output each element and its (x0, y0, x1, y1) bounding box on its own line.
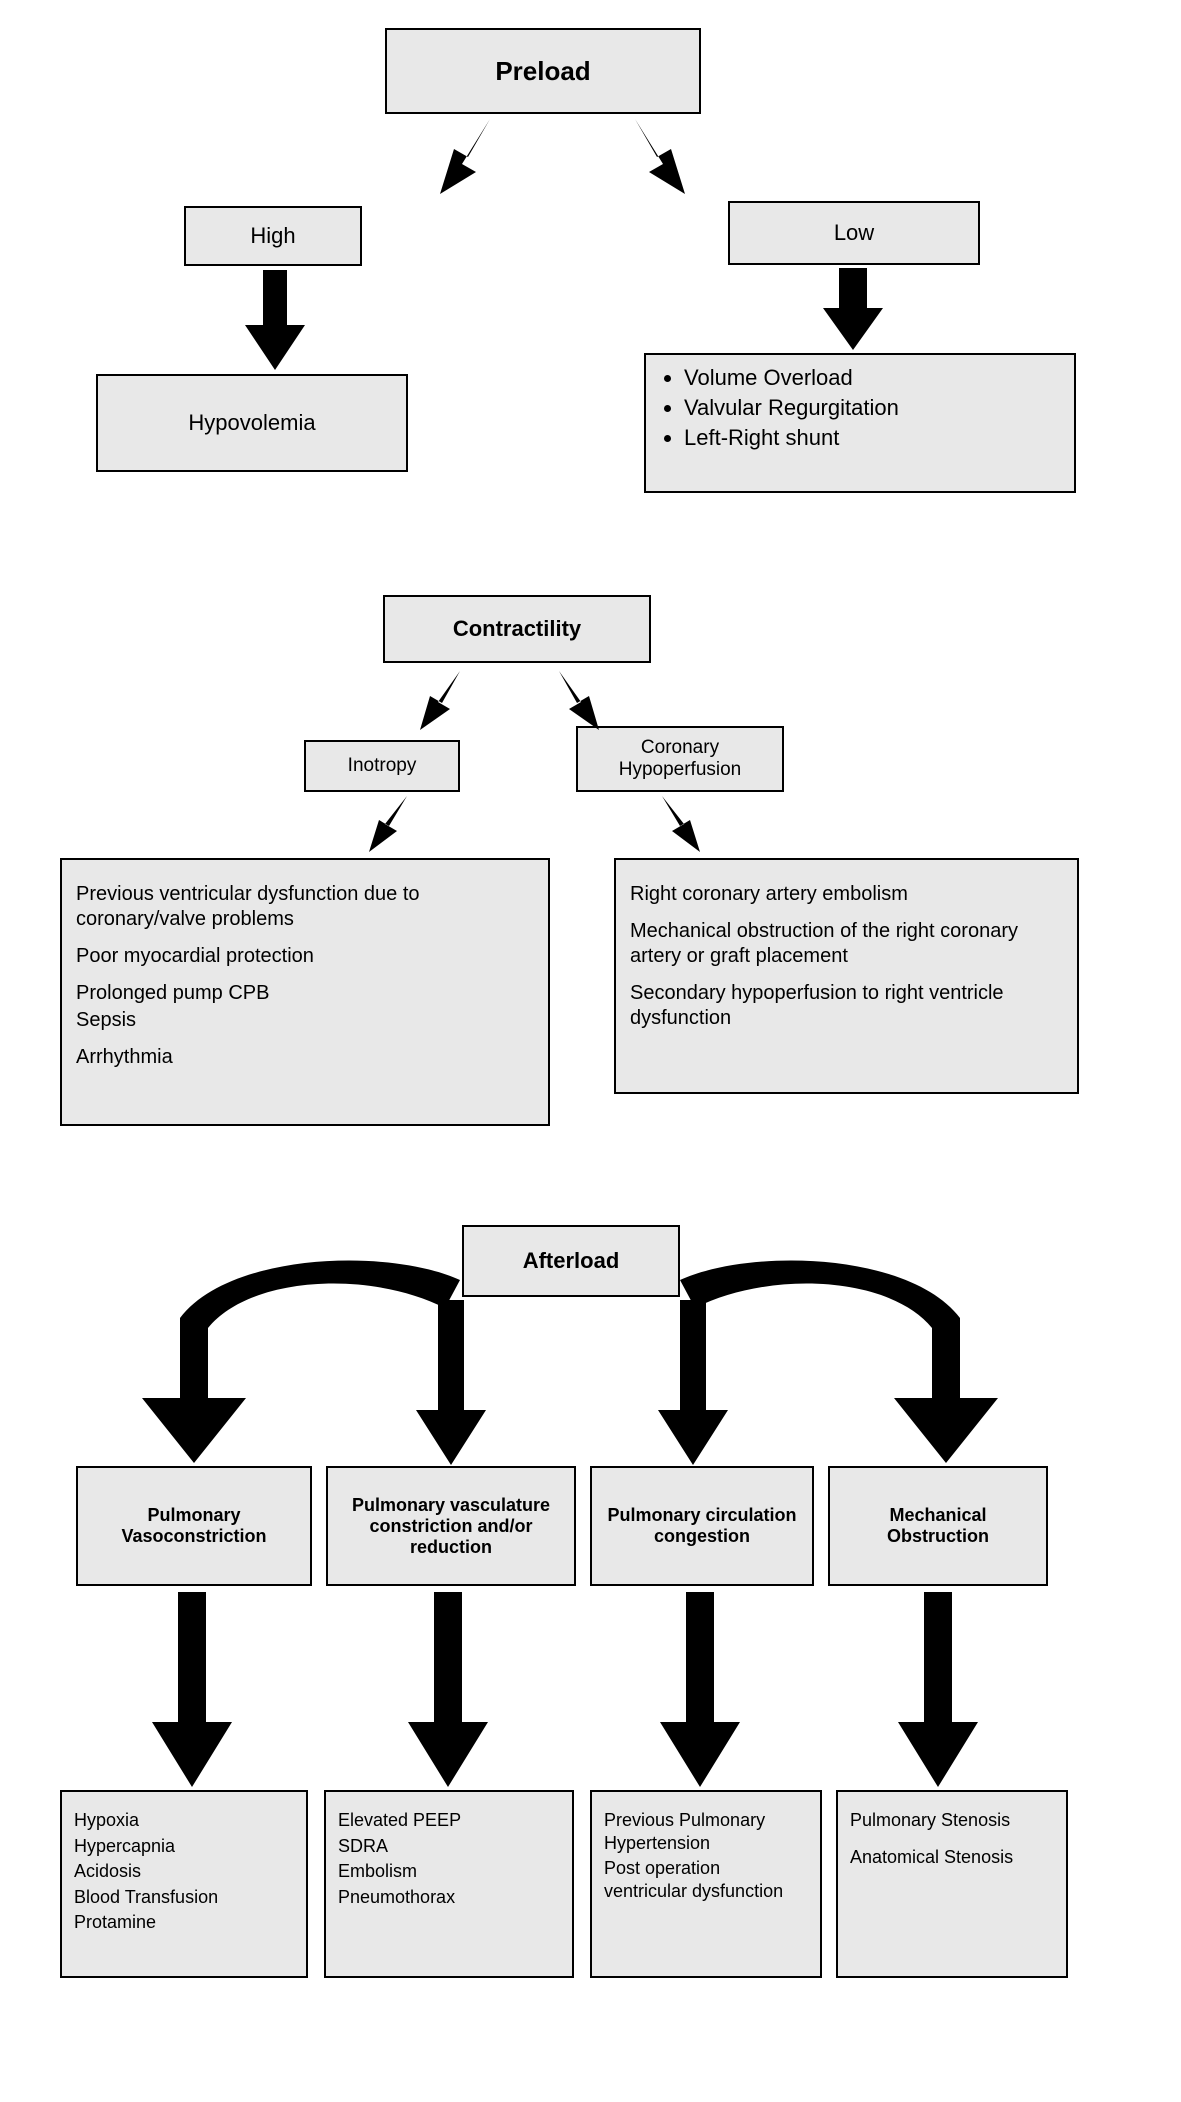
contractility-inotropy: Inotropy (304, 740, 460, 792)
text-line: Secondary hypoperfusion to right ventric… (630, 981, 1063, 1031)
contractility-root: Contractility (383, 595, 651, 663)
arrow (898, 1592, 978, 1787)
preload-low: Low (728, 201, 980, 265)
arrow (652, 794, 702, 856)
text-line: SDRA (338, 1835, 560, 1858)
text-line: Hypoxia (74, 1809, 294, 1832)
afterload-arrow-inner (416, 1300, 486, 1465)
text-line: Previous Pulmonary Hypertension (604, 1809, 808, 1854)
arrow (367, 794, 417, 856)
arrow (660, 1592, 740, 1787)
list-item: Left-Right shunt (684, 425, 899, 451)
preload-low-list: Volume Overload Valvular Regurgitation L… (644, 353, 1076, 493)
arrow (408, 1592, 488, 1787)
afterload-branch-3: Mechanical Obstruction (828, 1466, 1048, 1586)
arrow (440, 114, 510, 209)
preload-root: Preload (385, 28, 701, 114)
list-item: Volume Overload (684, 365, 899, 391)
afterload-arrow-left-outer (110, 1258, 470, 1468)
text-line: Acidosis (74, 1860, 294, 1883)
afterload-branch-0: Pulmonary Vasoconstriction (76, 1466, 312, 1586)
text-line: Embolism (338, 1860, 560, 1883)
text-line: Anatomical Stenosis (850, 1846, 1054, 1869)
preload-high: High (184, 206, 362, 266)
arrow (245, 270, 305, 370)
text-line: Blood Transfusion (74, 1886, 294, 1909)
text-line: Sepsis (76, 1008, 534, 1033)
arrow (418, 668, 474, 738)
text-line: Pulmonary Stenosis (850, 1809, 1054, 1832)
text-line: Protamine (74, 1911, 294, 1934)
text-line: Mechanical obstruction of the right coro… (630, 919, 1063, 969)
text-line: Pneumothorax (338, 1886, 560, 1909)
flowchart-canvas: Preload High Low Hypovolemia Volume Over… (0, 0, 1181, 2102)
text-line: Arrhythmia (76, 1045, 534, 1070)
contractility-inotropy-leaf: Previous ventricular dysfunction due to … (60, 858, 550, 1126)
arrow (152, 1592, 232, 1787)
text-line: Previous ventricular dysfunction due to … (76, 882, 534, 932)
list-item: Valvular Regurgitation (684, 395, 899, 421)
arrow (615, 114, 685, 209)
contractility-coronary-leaf: Right coronary artery embolism Mechanica… (614, 858, 1079, 1094)
preload-hypovolemia: Hypovolemia (96, 374, 408, 472)
afterload-branch-2: Pulmonary circulation congestion (590, 1466, 814, 1586)
afterload-arrow-right-outer (670, 1258, 1030, 1468)
text-line: Right coronary artery embolism (630, 882, 1063, 907)
afterload-leaf-0: Hypoxia Hypercapnia Acidosis Blood Trans… (60, 1790, 308, 1978)
text-line: Post operation ventricular dysfunction (604, 1857, 808, 1902)
text-line: Hypercapnia (74, 1835, 294, 1858)
afterload-leaf-2: Previous Pulmonary Hypertension Post ope… (590, 1790, 822, 1978)
afterload-leaf-1: Elevated PEEP SDRA Embolism Pneumothorax (324, 1790, 574, 1978)
text-line: Prolonged pump CPB (76, 981, 534, 1006)
contractility-coronary: Coronary Hypoperfusion (576, 726, 784, 792)
text-line: Elevated PEEP (338, 1809, 560, 1832)
afterload-arrow-inner (658, 1300, 728, 1465)
afterload-branch-1: Pulmonary vasculature constriction and/o… (326, 1466, 576, 1586)
arrow (823, 268, 883, 350)
text-line: Poor myocardial protection (76, 944, 534, 969)
afterload-root: Afterload (462, 1225, 680, 1297)
afterload-leaf-3: Pulmonary Stenosis Anatomical Stenosis (836, 1790, 1068, 1978)
